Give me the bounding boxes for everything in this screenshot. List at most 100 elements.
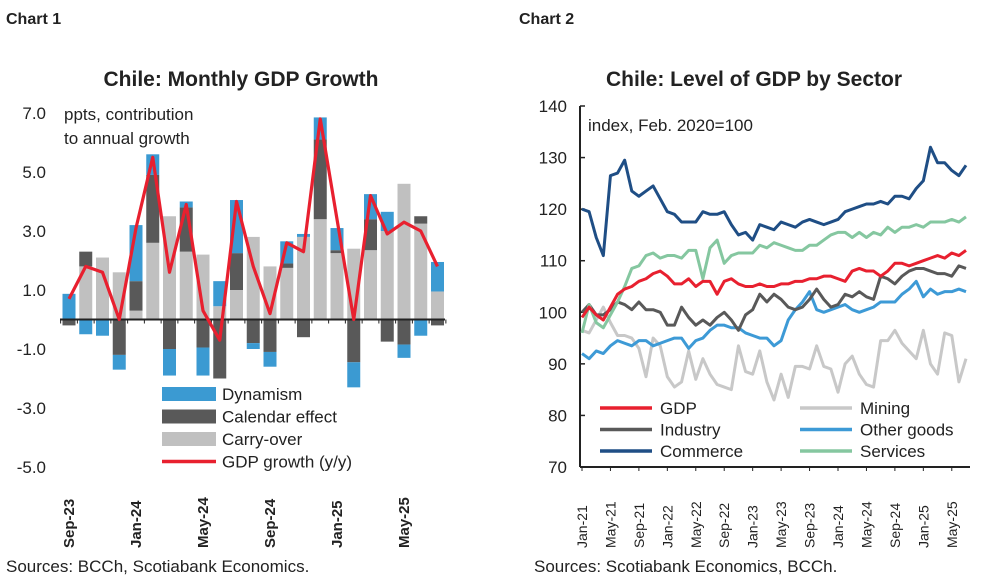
x-tick-label: May-25 [944, 501, 960, 548]
bar-carry-over [380, 231, 394, 320]
bar-calendar-effect [330, 250, 344, 254]
x-tick-label: Jan-25 [915, 505, 931, 548]
series-line-gdp [580, 249, 967, 322]
chart1-source: Sources: BCCh, Scotiabank Economics. [6, 557, 309, 576]
y-tick-label: 80 [548, 406, 567, 425]
x-tick-label: Jan-21 [574, 505, 590, 548]
bar-carry-over [431, 291, 444, 320]
x-tick-label: Sep-23 [802, 503, 818, 548]
bar-dynamism [62, 293, 76, 320]
bar-carry-over [146, 242, 160, 320]
bar-carry-over [330, 253, 344, 320]
bar-dynamism [414, 319, 428, 336]
x-tick-label: Jan-24 [128, 500, 145, 548]
bar-carry-over [179, 251, 193, 320]
bar-dynamism [347, 362, 361, 388]
gdp-growth-line [67, 117, 439, 342]
legend-label: Services [860, 442, 925, 461]
y-tick-label: 140 [539, 97, 567, 116]
chart1-label: Chart 1 [6, 11, 61, 28]
bar-carry-over [414, 223, 428, 320]
x-tick-label: May-24 [858, 501, 874, 548]
chart2-annotation: index, Feb. 2020=100 [588, 116, 753, 135]
y-tick-label: -3.0 [17, 399, 46, 418]
bar-calendar-effect [146, 174, 160, 243]
series-line-mining [581, 305, 968, 402]
legend-label: GDP growth (y/y) [222, 453, 352, 472]
bar-carry-over [196, 254, 210, 320]
bar-carry-over [129, 310, 143, 320]
series-line-commerce [581, 145, 968, 258]
bar-carry-over [96, 257, 109, 320]
bar-dynamism [79, 319, 93, 335]
bar-calendar-effect [397, 319, 411, 345]
legend-label: Dynamism [222, 385, 302, 404]
bar-carry-over [364, 250, 377, 320]
bar-dynamism [431, 261, 444, 292]
bar-calendar-effect [431, 319, 444, 326]
bar-dynamism [196, 347, 210, 376]
bar-carry-over [397, 183, 411, 320]
bar-dynamism [163, 349, 176, 376]
x-tick-label: May-25 [396, 497, 413, 548]
bar-calendar-effect [79, 251, 93, 267]
bar-calendar-effect [313, 139, 327, 220]
bar-dynamism [297, 233, 310, 237]
chart2-source: Sources: Scotiabank Economics, BCCh. [534, 557, 837, 576]
x-tick-label: Jan-25 [329, 500, 346, 548]
bar-carry-over [79, 266, 93, 320]
chart2-label: Chart 2 [519, 11, 574, 28]
y-tick-label: 120 [539, 200, 567, 219]
x-tick-label: Sep-21 [631, 503, 647, 548]
chart1-annotation-line1: ppts, contribution [64, 105, 193, 124]
bar-carry-over [280, 267, 294, 320]
y-tick-label: 5.0 [22, 163, 46, 182]
bar-carry-over [230, 290, 243, 320]
legend-label: Mining [860, 399, 910, 418]
series-line-other-goods [581, 279, 967, 361]
bar-dynamism [96, 319, 109, 336]
bar-calendar-effect [280, 263, 294, 268]
x-tick-label: May-24 [195, 496, 212, 548]
bar-calendar-effect [112, 319, 126, 355]
x-tick-label: May-22 [688, 501, 704, 548]
bar-dynamism [112, 354, 126, 370]
bar-calendar-effect [347, 319, 361, 363]
bar-calendar-effect [246, 319, 260, 344]
x-tick-label: Jan-23 [745, 505, 761, 548]
bar-calendar-effect [129, 281, 143, 311]
x-tick-label: Sep-22 [716, 503, 732, 548]
bar-dynamism [397, 344, 411, 358]
legend-label: Calendar effect [222, 408, 337, 427]
legend-label: GDP [660, 399, 697, 418]
y-tick-label: 90 [548, 355, 567, 374]
bar-calendar-effect [263, 319, 277, 352]
y-tick-label: 100 [539, 303, 567, 322]
y-tick-label: -5.0 [17, 458, 46, 477]
legend-swatch [162, 432, 216, 446]
series-line-services [580, 215, 967, 334]
series-line-industry [580, 264, 967, 332]
y-tick-label: -1.0 [17, 340, 46, 359]
y-tick-label: 3.0 [22, 222, 46, 241]
bar-calendar-effect [414, 216, 428, 224]
bar-calendar-effect [297, 319, 310, 338]
legend-label: Other goods [860, 421, 954, 440]
x-tick-label: Sep-24 [887, 503, 903, 548]
x-tick-label: May-23 [773, 501, 789, 548]
bar-calendar-effect [230, 253, 243, 290]
y-tick-label: 110 [540, 252, 567, 271]
x-tick-label: May-21 [602, 501, 618, 548]
y-tick-label: 7.0 [22, 104, 46, 123]
y-tick-label: 70 [548, 458, 567, 477]
legend-swatch [162, 409, 216, 424]
bar-dynamism [246, 343, 260, 349]
bar-calendar-effect [196, 319, 210, 348]
chart1-title: Chile: Monthly GDP Growth [104, 68, 379, 91]
legend-label: Carry-over [222, 430, 303, 449]
x-tick-label: Sep-24 [262, 498, 279, 548]
x-tick-label: Jan-22 [659, 505, 675, 548]
chart1-annotation-line2: to annual growth [64, 129, 190, 148]
legend-label: Commerce [660, 442, 743, 461]
